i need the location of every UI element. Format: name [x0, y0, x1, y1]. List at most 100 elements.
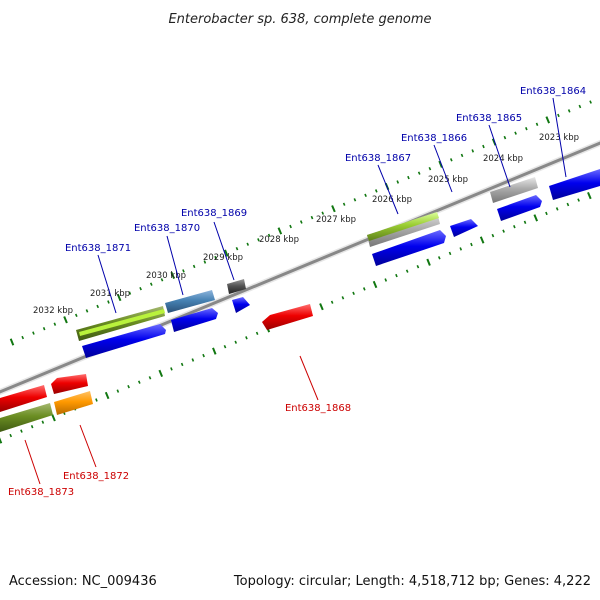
- forward-scale-minor-tick: [192, 264, 196, 269]
- tick-label-2024: 2024 kbp: [483, 154, 523, 164]
- reverse-scale-minor-tick: [384, 278, 388, 282]
- reverse-scale-minor-tick: [459, 247, 463, 251]
- tick-label-2027: 2027 kbp: [316, 215, 356, 225]
- forward-scale-minor-tick: [353, 198, 357, 202]
- reverse-scale-minor-tick: [341, 296, 345, 300]
- forward-scale-minor-tick: [589, 100, 592, 104]
- tick-label-2030: 2030 kbp: [146, 271, 186, 281]
- gene-label-ent638-1868[interactable]: Ent638_1868: [285, 403, 351, 414]
- reverse-scale-minor-tick: [20, 429, 23, 433]
- reverse-scale-minor-tick: [448, 251, 452, 256]
- forward-scale-minor-tick: [417, 171, 421, 175]
- forward-scale-minor-tick: [342, 202, 346, 206]
- leader-ent638-1868: [299, 355, 319, 401]
- tick-label-2032: 2032 kbp: [33, 306, 73, 316]
- forward-scale-minor-tick: [149, 282, 153, 286]
- leader-ent638-1865: [488, 124, 511, 188]
- forward-scale-major-tick: [170, 271, 176, 279]
- cds-ent638-1864: [549, 169, 600, 200]
- forward-scale-minor-tick: [525, 127, 528, 131]
- reverse-scale-minor-tick: [137, 380, 141, 384]
- forward-scale-major-tick: [9, 338, 15, 346]
- feature-ent638-1873: [0, 403, 53, 432]
- kbp-tick-labels: 2023 kbp 2024 kbp 2025 kbp 2026 kbp 2027…: [33, 133, 579, 316]
- forward-scale-minor-tick: [374, 189, 378, 193]
- cds-ent638-1868: [262, 304, 313, 330]
- reverse-scale-minor-tick: [202, 353, 205, 358]
- leader-ent638-1870: [166, 235, 184, 296]
- forward-scale-minor-tick: [257, 238, 260, 242]
- forward-scale-major-tick: [545, 116, 551, 124]
- reverse-scale-minor-tick: [577, 198, 580, 202]
- forward-scale-minor-tick: [299, 220, 303, 224]
- gene-label-ent638-1864[interactable]: Ent638_1864: [520, 86, 586, 97]
- forward-scale-minor-tick: [396, 180, 400, 184]
- reverse-scale-minor-tick: [30, 425, 34, 429]
- forward-scale-minor-tick: [321, 211, 325, 215]
- reverse-scale-major-tick: [212, 347, 217, 355]
- forward-scale-minor-tick: [428, 166, 432, 171]
- reverse-scale-minor-tick: [170, 367, 173, 371]
- leader-ent638-1864: [552, 97, 567, 178]
- gene-label-ent638-1871[interactable]: Ent638_1871: [65, 243, 131, 254]
- reverse-scale-major-tick: [372, 280, 378, 289]
- reverse-scale-minor-tick: [9, 433, 13, 438]
- gene-label-ent638-1869[interactable]: Ent638_1869: [181, 208, 247, 219]
- forward-scale-minor-tick: [21, 335, 25, 340]
- reverse-scale-major-tick: [533, 214, 539, 222]
- reverse-scale-minor-tick: [116, 389, 120, 393]
- reverse-scale-minor-tick: [255, 331, 259, 336]
- reverse-scale-minor-tick: [352, 291, 355, 296]
- feature-ent638-1867-highlight: [367, 212, 439, 241]
- reverse-scale-major-tick: [104, 391, 110, 400]
- gene-label-ent638-1867[interactable]: Ent638_1867: [345, 153, 411, 164]
- forward-scale-minor-tick: [557, 113, 560, 118]
- forward-scale-minor-tick: [514, 131, 517, 135]
- forward-scale-major-tick: [277, 227, 283, 235]
- reverse-scale-minor-tick: [330, 300, 334, 304]
- reverse-scale-minor-tick: [245, 336, 248, 340]
- forward-scale-minor-tick: [42, 327, 46, 331]
- forward-scale-minor-tick: [578, 104, 582, 109]
- forward-scale-major-tick: [438, 160, 443, 168]
- forward-scale-minor-tick: [310, 215, 314, 220]
- forward-scale-minor-tick: [96, 304, 100, 309]
- reverse-scale-minor-tick: [148, 376, 152, 380]
- cds-ent638-1869: [232, 297, 250, 313]
- gene-label-ent638-1866[interactable]: Ent638_1866: [401, 133, 467, 144]
- forward-scale-major-tick: [63, 316, 68, 324]
- tick-label-2029: 2029 kbp: [203, 253, 243, 263]
- forward-scale-minor-tick: [74, 313, 78, 318]
- feature-ent638-1865: [490, 177, 538, 203]
- gene-label-ent638-1872[interactable]: Ent638_1872: [63, 471, 129, 482]
- reverse-scale-minor-tick: [555, 207, 559, 211]
- reverse-gene-features: [0, 304, 313, 432]
- gene-label-ent638-1870[interactable]: Ent638_1870: [134, 223, 200, 234]
- reverse-scale-minor-tick: [95, 398, 98, 402]
- reverse-scale-minor-tick: [405, 269, 409, 273]
- cds-ent638-1866: [450, 219, 478, 237]
- forward-scale-minor-tick: [214, 255, 217, 260]
- reverse-scale-major-tick: [426, 258, 431, 266]
- forward-scale-major-tick: [116, 293, 122, 302]
- forward-scale-minor-tick: [567, 109, 571, 113]
- reverse-scale-minor-tick: [502, 229, 505, 233]
- reverse-scale-minor-tick: [437, 256, 441, 260]
- label-leader-lines: [24, 97, 567, 485]
- topology-summary: Topology: circular; Length: 4,518,712 bp…: [233, 574, 591, 589]
- reverse-scale-minor-tick: [513, 225, 516, 229]
- feature-ent638-1870: [165, 290, 215, 313]
- forward-scale-minor-tick: [449, 158, 453, 162]
- leader-ent638-1867: [377, 164, 399, 215]
- reverse-scale-minor-tick: [127, 384, 130, 389]
- reverse-scale-minor-tick: [470, 242, 473, 247]
- forward-scale-minor-tick: [53, 322, 57, 326]
- reverse-scale-minor-tick: [566, 202, 570, 207]
- forward-scale-minor-tick: [246, 242, 250, 246]
- leader-ent638-1872: [79, 424, 97, 468]
- gene-label-ent638-1873[interactable]: Ent638_1873: [8, 487, 74, 498]
- forward-scale-minor-tick: [235, 246, 239, 251]
- reverse-scale-major-tick: [158, 369, 164, 377]
- gene-label-ent638-1865[interactable]: Ent638_1865: [456, 113, 522, 124]
